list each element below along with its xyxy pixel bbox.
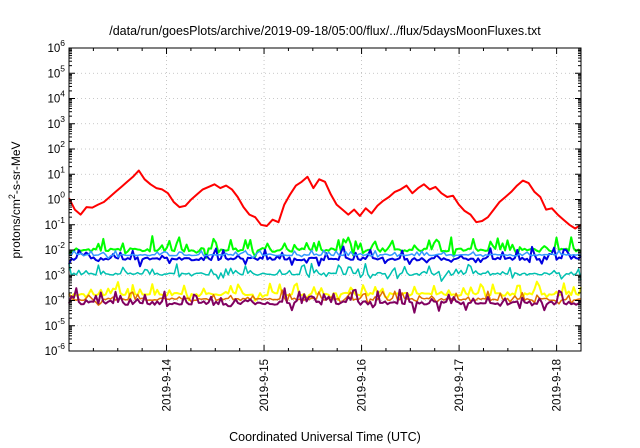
y-tick-label: 10-1	[45, 215, 66, 232]
y-tick-label: 10-6	[45, 341, 66, 358]
y-tick-label: 10-5	[45, 316, 66, 333]
y-tick-label: 101	[47, 164, 65, 181]
y-axis-label-base: protons/cm	[9, 199, 23, 258]
series-line-6	[68, 280, 582, 302]
series-line-4	[68, 249, 582, 260]
series-line-5	[68, 262, 582, 282]
axis-ticks	[69, 47, 581, 352]
x-tick-labels: 2019-9-14 2019-9-15 2019-9-16 2019-9-17 2019…	[162, 358, 564, 411]
grid-lines	[69, 48, 581, 351]
data-series	[68, 169, 582, 314]
y-tick-label: 102	[47, 139, 65, 156]
series-line-8	[68, 287, 582, 314]
x-axis-label: Coordinated Universal Time (UTC)	[229, 430, 421, 444]
y-tick-label: 10-2	[45, 240, 66, 257]
series-line-7	[68, 289, 582, 306]
series-line-1	[68, 169, 582, 230]
series-line-3	[68, 245, 582, 268]
x-tick-label: 2019-9-16	[357, 359, 369, 411]
y-tick-label: 10-4	[45, 291, 66, 308]
y-tick-label: 10-3	[45, 265, 66, 282]
y-tick-label: 103	[47, 114, 65, 131]
series-line-2	[68, 235, 582, 259]
y-axis-label-sup: 2	[7, 194, 17, 199]
x-tick-label: 2019-9-15	[259, 359, 271, 411]
x-tick-label: 2019-9-18	[552, 359, 564, 411]
y-tick-label: 104	[47, 89, 65, 106]
y-tick-labels: 106 105 104 103 102 101 100 10-1 10-2 10-3 10-4 10-…	[45, 38, 66, 358]
y-axis-label: protons/cm2-s-sr-MeV	[7, 141, 23, 258]
x-tick-label: 2019-9-14	[162, 358, 174, 411]
x-tick-label: 2019-9-17	[454, 359, 466, 411]
y-axis-label-rest: -s-sr-MeV	[9, 141, 23, 194]
y-tick-label: 106	[47, 38, 65, 55]
y-tick-label: 100	[47, 190, 65, 207]
chart-title: /data/run/goesPlots/archive/2019-09-18/0…	[109, 24, 541, 38]
y-tick-label: 105	[47, 63, 65, 80]
